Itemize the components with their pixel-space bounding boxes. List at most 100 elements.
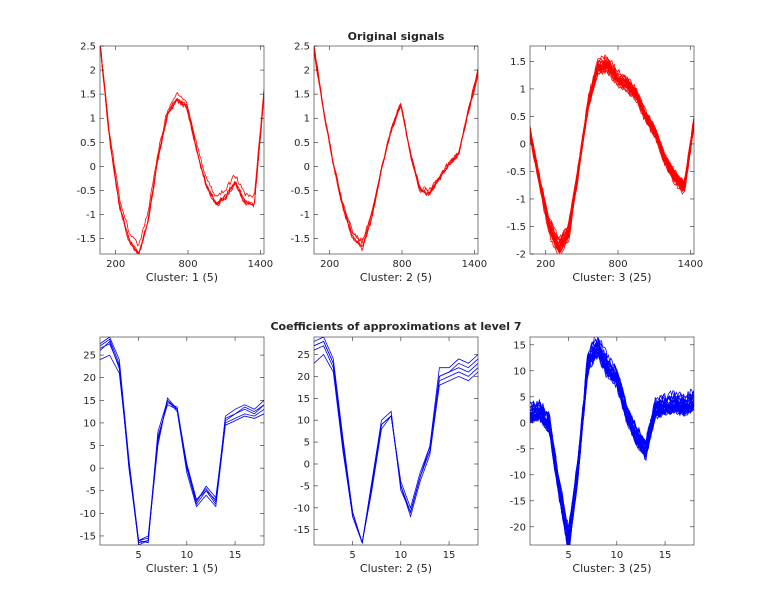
x-tick-label: 15: [229, 550, 242, 561]
y-tick-label: -1.5: [76, 234, 96, 245]
subplot-3: 200 800 1400 -2 -1.5 -1 -0.5 0 0.5 1 1.5 Cluster: 3…: [506, 45, 703, 284]
series-line: [530, 63, 694, 254]
series-line: [530, 64, 694, 247]
x-tick-label: 10: [394, 550, 407, 561]
y-tick-label: 20: [297, 372, 310, 383]
y-tick-label: 20: [83, 373, 96, 384]
y-tick-label: -5: [300, 481, 310, 492]
x-axis-label: Cluster: 3 (25): [572, 562, 651, 575]
y-tick-label: -2: [516, 250, 526, 261]
y-tick-label: 0: [520, 139, 526, 150]
plot-lines: [314, 337, 478, 545]
y-tick-label: -5: [86, 486, 96, 497]
series-line: [530, 342, 694, 538]
y-tick-label: 1.5: [80, 90, 96, 101]
series-line: [530, 64, 694, 242]
x-tick-label: 200: [536, 259, 555, 270]
subplot-4: 5 10 15 -15 -10 -5 0 5 10 15 20 25 Cluster: 1 (5): [80, 336, 265, 575]
axes-box: [313, 45, 479, 255]
series-line: [530, 60, 694, 250]
x-axis-label: Cluster: 3 (25): [572, 271, 651, 284]
x-axis-label: Cluster: 2 (5): [360, 562, 432, 575]
x-tick-label: 10: [180, 550, 193, 561]
x-tick-label: 5: [349, 550, 355, 561]
series-line: [530, 64, 694, 252]
y-tick-label: 0: [304, 459, 310, 470]
series-line: [530, 65, 694, 248]
series-line: [530, 61, 694, 245]
y-tick-label: 5: [304, 438, 310, 449]
series-line: [530, 337, 694, 540]
series-line: [314, 340, 478, 543]
y-tick-label: 15: [297, 394, 310, 405]
x-axis-label: Cluster: 2 (5): [360, 271, 432, 284]
plot-lines: [100, 46, 264, 254]
series-line: [530, 60, 694, 249]
series-line: [530, 58, 694, 252]
series-line: [530, 65, 694, 248]
y-tick-label: -1: [86, 210, 96, 221]
y-tick-label: 5: [90, 441, 96, 452]
x-tick-label: 1400: [462, 259, 487, 270]
axes-box: [99, 45, 265, 255]
y-tick-label: 1: [304, 114, 310, 125]
series-line: [100, 354, 264, 545]
y-tick-label: 10: [297, 416, 310, 427]
y-tick-label: 1: [90, 114, 96, 125]
y-tick-label: 1.5: [294, 90, 310, 101]
x-axis-label: Cluster: 1 (5): [146, 562, 218, 575]
series-line: [100, 343, 264, 542]
y-tick-label: 5: [520, 392, 526, 403]
x-tick-label: 200: [320, 259, 339, 270]
y-tick-label: -0.5: [290, 186, 310, 197]
y-tick-label: -15: [80, 531, 96, 542]
y-tick-label: 0: [90, 162, 96, 173]
x-tick-label: 5: [135, 550, 141, 561]
plot-lines: [530, 54, 694, 254]
y-tick-label: -1: [516, 194, 526, 205]
series-line: [530, 337, 694, 536]
y-tick-label: -15: [294, 525, 310, 536]
x-tick-label: 1400: [678, 259, 703, 270]
series-line: [100, 46, 264, 254]
x-tick-label: 1400: [248, 259, 273, 270]
series-line: [100, 46, 264, 254]
plot-lines: [530, 337, 694, 545]
series-line: [530, 58, 694, 246]
series-line: [530, 59, 694, 241]
x-tick-label: 800: [608, 259, 627, 270]
y-tick-label: 15: [83, 396, 96, 407]
y-tick-label: -1.5: [290, 234, 310, 245]
y-tick-label: 0.5: [510, 112, 526, 123]
series-line: [530, 64, 694, 247]
y-tick-label: 25: [297, 350, 310, 361]
y-tick-label: -10: [510, 470, 526, 481]
series-line: [530, 62, 694, 239]
series-line: [314, 46, 478, 252]
y-tick-label: -10: [294, 503, 310, 514]
series-line: [530, 352, 694, 545]
y-tick-label: 1.5: [510, 57, 526, 68]
series-line: [530, 64, 694, 253]
series-line: [314, 340, 478, 543]
series-line: [530, 56, 694, 254]
y-tick-label: -10: [80, 509, 96, 520]
y-tick-label: -5: [516, 444, 526, 455]
series-line: [530, 60, 694, 249]
y-tick-label: -0.5: [76, 186, 96, 197]
y-tick-label: -20: [510, 522, 526, 533]
y-tick-label: 0: [520, 418, 526, 429]
series-line: [100, 46, 264, 247]
plot-lines: [314, 46, 478, 252]
y-tick-label: 2.5: [294, 42, 310, 53]
y-tick-label: 10: [83, 418, 96, 429]
axes-box: [313, 336, 479, 546]
bottom-row-title: Coefficients of approximations at level …: [270, 320, 521, 333]
series-line: [530, 65, 694, 253]
axes-box: [99, 336, 265, 546]
series-line: [530, 348, 694, 545]
x-tick-label: 800: [178, 259, 197, 270]
axes-box: [529, 336, 695, 546]
series-line: [530, 342, 694, 542]
